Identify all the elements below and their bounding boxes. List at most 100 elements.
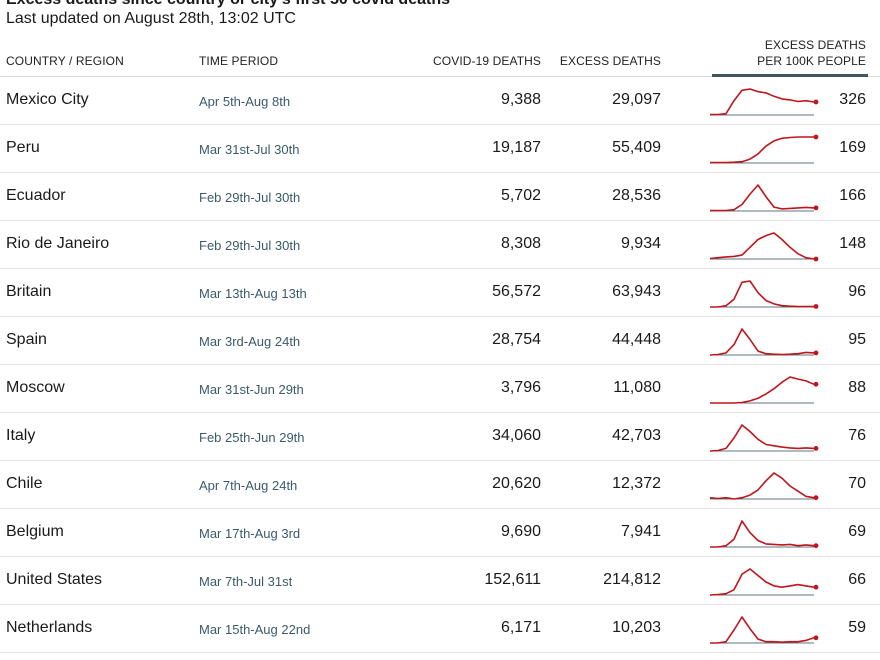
time-period: Mar 15th-Aug 22nd: [199, 622, 311, 637]
table-row: Rio de Janeiro Feb 29th-Jul 30th 8,308 9,93…: [0, 221, 880, 269]
sparkline-series: [709, 424, 815, 452]
covid-deaths-value: 56,572: [492, 283, 541, 300]
time-period: Mar 3rd-Aug 24th: [199, 334, 301, 349]
row-divider: [0, 124, 880, 125]
sparkline-series: [710, 280, 814, 308]
time-period: Mar 17th-Aug 3rd: [199, 526, 301, 541]
column-header-covid: COVID-19 DEATHS: [433, 54, 541, 68]
covid-deaths-value: 5,702: [500, 187, 541, 204]
time-period: Apr 7th-Aug 24th: [199, 478, 298, 493]
country-name: Netherlands: [6, 619, 93, 636]
sparkline-series: [709, 328, 815, 356]
excess-deaths-value: 9,934: [620, 235, 661, 252]
sparkline-endpoint: [813, 99, 819, 105]
excess-deaths-value: 10,203: [612, 619, 661, 636]
row-divider: [0, 460, 880, 461]
covid-deaths-value: 20,620: [492, 475, 541, 492]
excess-deaths-value: 29,097: [612, 91, 661, 108]
trend-sparkline: [710, 520, 819, 549]
row-divider: [0, 364, 880, 365]
excess-per-100k-value: 326: [839, 91, 866, 108]
excess-per-100k-value: 95: [848, 331, 866, 348]
country-name: Ecuador: [6, 187, 66, 204]
excess-deaths-value: 214,812: [603, 571, 661, 588]
country-name: Mexico City: [6, 91, 89, 108]
table-row: Peru Mar 31st-Jul 30th 19,187 55,409 169: [0, 125, 880, 173]
excess-per-100k-value: 59: [848, 619, 866, 636]
table-row: Belgium Mar 17th-Aug 3rd 9,690 7,941 69: [0, 509, 880, 557]
excess-per-100k-value: 169: [839, 139, 866, 156]
covid-deaths-value: 28,754: [492, 331, 541, 348]
sparkline-series: [710, 520, 815, 548]
trend-sparkline: [710, 88, 819, 116]
sparkline-series: [709, 568, 815, 596]
excess-deaths-value: 11,080: [613, 379, 661, 396]
excess-deaths-value: 42,703: [612, 427, 661, 444]
covid-deaths-value: 9,388: [500, 91, 541, 108]
country-name: United States: [6, 571, 103, 588]
trend-sparkline: [709, 568, 819, 596]
sparkline-endpoint: [813, 584, 819, 590]
table-row: Chile Apr 7th-Aug 24th 20,620 12,372 70: [0, 461, 880, 509]
excess-per-100k-value: 148: [839, 235, 866, 252]
time-period: Mar 31st-Jul 30th: [199, 142, 300, 157]
row-divider: [0, 172, 880, 173]
sparkline-endpoint: [813, 635, 819, 641]
row-divider: [0, 268, 880, 269]
sparkline-series: [710, 376, 815, 404]
time-period: Feb 29th-Jul 30th: [199, 238, 301, 253]
excess-deaths-value: 63,943: [612, 283, 661, 300]
country-name: Rio de Janeiro: [6, 235, 110, 252]
row-divider: [0, 556, 880, 557]
row-divider: [0, 220, 880, 221]
trend-sparkline: [710, 616, 819, 644]
sort-indicator: [712, 74, 868, 77]
sparkline-endpoint: [813, 134, 819, 140]
table-row: Spain Mar 3rd-Aug 24th 28,754 44,448 95: [0, 317, 880, 365]
last-updated: Last updated on August 28th, 13:02 UTC: [6, 10, 296, 27]
country-name: Britain: [6, 283, 52, 300]
table-title: Excess deaths since country or city's fi…: [6, 0, 450, 9]
excess-deaths-value: 12,372: [612, 475, 661, 492]
country-name: Peru: [6, 139, 40, 156]
excess-per-100k-value: 88: [848, 379, 866, 396]
column-header-per100k-line1: EXCESS DEATHS: [764, 38, 866, 52]
table-row: Moscow Mar 31st-Jun 29th 3,796 11,080 88: [0, 365, 880, 413]
sparkline-series: [709, 232, 815, 260]
table-row: Mexico City Apr 5th-Aug 8th 9,388 29,097 326: [0, 77, 880, 125]
time-period: Feb 25th-Jun 29th: [199, 430, 305, 445]
time-period: Mar 13th-Aug 13th: [199, 286, 307, 301]
sparkline-series: [710, 136, 814, 164]
sparkline-endpoint: [813, 446, 819, 451]
row-divider: [0, 508, 880, 509]
excess-deaths-value: 44,448: [612, 331, 661, 348]
sparkline-endpoint: [813, 350, 819, 356]
covid-deaths-value: 19,187: [492, 139, 541, 156]
table-row: Ecuador Feb 29th-Jul 30th 5,702 28,536 166: [0, 173, 880, 221]
country-name: Spain: [6, 331, 47, 348]
excess-deaths-value: 28,536: [612, 187, 661, 204]
covid-deaths-value: 9,690: [500, 523, 541, 540]
excess-deaths-value: 7,941: [620, 523, 661, 540]
sparkline-endpoint: [813, 381, 819, 387]
trend-sparkline: [710, 134, 819, 164]
column-header-per100k-line2: PER 100K PEOPLE: [757, 54, 866, 68]
time-period: Apr 5th-Aug 8th: [199, 94, 291, 109]
country-name: Moscow: [6, 379, 65, 396]
time-period: Feb 29th-Jul 30th: [199, 190, 301, 205]
column-header-period: TIME PERIOD: [199, 54, 279, 68]
column-header-excess: EXCESS DEATHS: [559, 54, 661, 68]
excess-per-100k-value: 69: [848, 523, 866, 540]
sparkline-endpoint: [813, 495, 819, 501]
table-row: Britain Mar 13th-Aug 13th 56,572 63,943 96: [0, 269, 880, 317]
table-row: United States Mar 7th-Jul 31st 152,611 214,…: [0, 557, 880, 605]
time-period: Mar 31st-Jun 29th: [199, 382, 304, 397]
country-name: Italy: [6, 427, 36, 444]
trend-sparkline: [709, 424, 819, 452]
trend-sparkline: [709, 472, 819, 501]
excess-deaths-value: 55,409: [612, 139, 661, 156]
covid-deaths-value: 6,171: [500, 619, 541, 636]
table-row: Netherlands Mar 15th-Aug 22nd 6,171 10,203 5…: [0, 605, 880, 653]
excess-per-100k-value: 96: [848, 283, 866, 300]
covid-deaths-value: 34,060: [492, 427, 541, 444]
